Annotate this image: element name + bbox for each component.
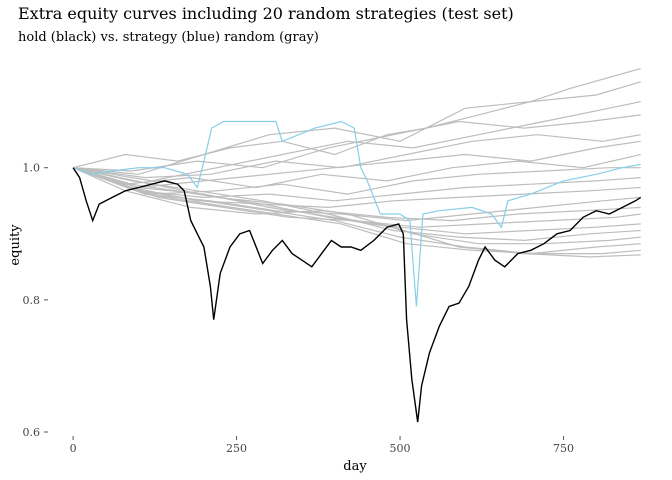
random-series-line-12	[72, 167, 641, 222]
random-series-line-13	[72, 167, 641, 222]
x-axis: 0 250 500 750	[70, 436, 574, 455]
random-series-line-6	[73, 134, 641, 179]
x-tick-label: 0	[70, 442, 77, 455]
plot-area	[72, 68, 642, 423]
strategy-series-line-1	[72, 120, 641, 307]
x-axis-title: day	[343, 459, 367, 474]
x-tick-label: 750	[553, 442, 574, 455]
random-series-line-19	[72, 167, 641, 255]
random-series-line-15	[72, 167, 641, 235]
chart-subtitle: hold (black) vs. strategy (blue) random …	[18, 30, 319, 45]
y-tick-label: 0.8	[23, 294, 41, 307]
random-series-line-11	[72, 167, 641, 209]
random-series-line-7	[72, 140, 641, 189]
random-series-line-20	[72, 167, 641, 258]
random-series-line-2	[72, 68, 641, 169]
y-tick-label: 0.6	[23, 426, 41, 439]
y-tick-label: 1.0	[23, 162, 41, 175]
x-tick-label: 250	[226, 442, 247, 455]
y-axis-title: equity	[8, 224, 23, 266]
random-series-line-8	[72, 153, 641, 189]
hold-series-line-0	[72, 167, 642, 423]
random-series-line-3	[73, 81, 641, 175]
x-tick-label: 500	[390, 442, 411, 455]
random-series-line-4	[73, 101, 641, 182]
y-axis: 0.6 0.8 1.0	[23, 162, 48, 439]
chart-title: Extra equity curves including 20 random …	[18, 4, 514, 23]
random-series-line-18	[72, 167, 641, 255]
random-series-line-14	[72, 167, 641, 228]
random-series-line-5	[73, 114, 641, 172]
random-series-line-10	[72, 167, 641, 202]
